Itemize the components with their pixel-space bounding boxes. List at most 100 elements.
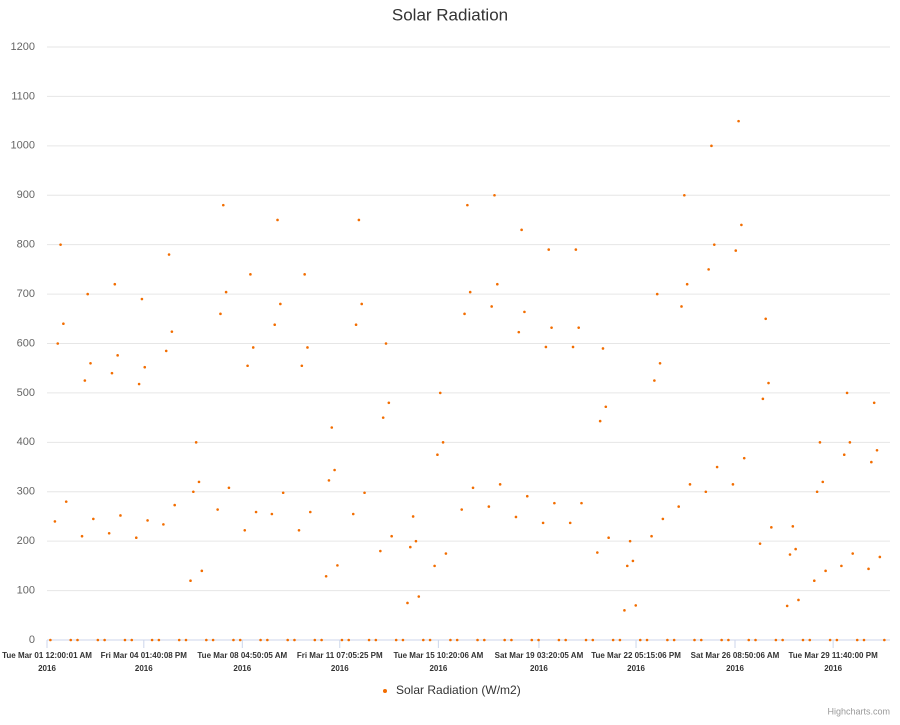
point <box>710 144 713 148</box>
point <box>449 638 452 642</box>
point <box>712 243 716 246</box>
point <box>727 638 730 642</box>
point <box>455 638 459 642</box>
point <box>216 508 219 511</box>
y-tick-label: 600 <box>17 337 35 349</box>
point <box>173 503 176 507</box>
point <box>848 441 852 444</box>
point <box>379 549 382 553</box>
x-tick-label: 2016 <box>331 664 349 673</box>
point <box>754 638 757 642</box>
point <box>878 555 882 559</box>
point <box>740 223 743 227</box>
point <box>650 534 653 538</box>
point <box>808 638 812 642</box>
point <box>476 638 479 642</box>
point <box>631 559 635 563</box>
point <box>855 638 859 642</box>
point <box>306 346 309 349</box>
point <box>851 552 855 555</box>
point <box>672 638 676 642</box>
x-tick-label: Fri Mar 11 07:05:25 PM <box>297 651 383 660</box>
point <box>401 638 405 642</box>
y-tick-label: 700 <box>17 288 35 300</box>
point <box>557 638 561 642</box>
point <box>875 448 879 452</box>
point <box>297 528 301 532</box>
point <box>113 282 117 286</box>
point <box>347 638 351 642</box>
point <box>103 638 106 642</box>
x-tick-label: Tue Mar 22 05:15:06 PM <box>591 651 681 660</box>
point <box>394 638 398 642</box>
y-tick-label: 100 <box>17 584 35 596</box>
x-tick-label: Sat Mar 26 08:50:06 AM <box>691 651 780 660</box>
point <box>634 604 638 607</box>
y-tick-label: 900 <box>17 189 35 201</box>
point <box>374 638 378 642</box>
point <box>123 638 127 642</box>
point <box>767 381 770 385</box>
point <box>189 579 192 582</box>
point <box>89 361 92 365</box>
point <box>110 371 114 375</box>
x-tick-label: Tue Mar 01 12:00:01 AM <box>2 651 92 660</box>
chart-title: Solar Radiation <box>392 5 508 24</box>
point <box>677 505 680 508</box>
point <box>249 273 252 276</box>
point <box>460 508 464 511</box>
point <box>354 323 358 327</box>
point <box>367 638 371 642</box>
point <box>525 494 529 498</box>
point <box>580 501 583 505</box>
point <box>441 441 445 444</box>
y-tick-label: 500 <box>17 387 35 399</box>
point <box>604 405 608 409</box>
point <box>872 401 876 405</box>
point <box>883 638 886 642</box>
x-tick-label: 2016 <box>233 664 251 673</box>
y-tick-label: 400 <box>17 436 35 448</box>
point <box>86 292 89 296</box>
point <box>438 391 442 395</box>
point <box>658 361 662 365</box>
point <box>194 441 198 444</box>
point <box>468 290 472 294</box>
point <box>143 365 147 369</box>
point <box>83 379 87 382</box>
point <box>436 453 439 456</box>
point <box>544 345 548 349</box>
point <box>463 312 466 316</box>
point <box>333 468 336 472</box>
point <box>758 542 762 545</box>
point <box>862 638 866 642</box>
point <box>205 638 208 642</box>
point <box>734 249 738 252</box>
point <box>281 491 285 495</box>
point <box>490 305 493 308</box>
point <box>414 539 418 543</box>
x-tick-label: 2016 <box>530 664 548 673</box>
point <box>842 453 846 456</box>
point <box>224 290 228 294</box>
y-tick-label: 1100 <box>11 90 35 102</box>
point <box>498 483 502 486</box>
x-tick-label: 2016 <box>38 664 56 673</box>
point <box>170 330 174 333</box>
point <box>471 486 475 490</box>
y-tick-label: 1200 <box>11 41 35 53</box>
point <box>835 638 839 642</box>
point <box>845 391 849 395</box>
point <box>553 501 556 505</box>
point <box>238 638 242 642</box>
point <box>357 218 361 222</box>
point <box>390 534 393 538</box>
point <box>625 564 629 568</box>
point <box>815 490 819 494</box>
point <box>731 483 735 486</box>
point <box>483 638 486 642</box>
point <box>666 638 669 642</box>
point <box>137 382 141 386</box>
point <box>487 505 491 508</box>
point <box>601 347 605 350</box>
